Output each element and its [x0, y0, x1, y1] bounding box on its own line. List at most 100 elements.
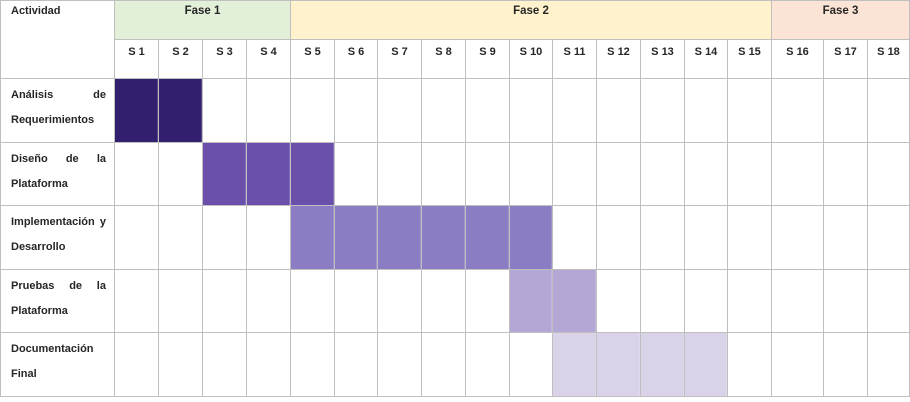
grid-cell [510, 143, 553, 206]
grid-cell [247, 270, 291, 333]
grid-cell [291, 270, 335, 333]
grid-cell [685, 206, 728, 270]
grid-cell [510, 270, 553, 333]
grid-cell [510, 79, 553, 143]
grid-cell [685, 79, 728, 143]
grid-cell [247, 333, 291, 397]
grid-cell [824, 333, 868, 397]
grid-cell [115, 206, 159, 270]
grid-cell [291, 206, 335, 270]
grid-cell [247, 206, 291, 270]
grid-cell [597, 333, 641, 397]
grid-cell [247, 143, 291, 206]
grid-cell [291, 79, 335, 143]
grid-cell [868, 143, 910, 206]
week-header: S 11 [553, 40, 597, 79]
grid-cell [824, 143, 868, 206]
week-header: S 18 [868, 40, 910, 79]
task-bar-segment [247, 143, 290, 205]
task-bar-segment [510, 206, 552, 269]
grid-cell [868, 79, 910, 143]
grid-cell [203, 206, 247, 270]
grid-cell [553, 143, 597, 206]
task-label: Diseño de la Plataforma [0, 143, 115, 206]
grid-cell [159, 143, 203, 206]
grid-cell [378, 79, 422, 143]
task-label: Documentación Final [0, 333, 115, 397]
task-bar-segment [291, 143, 334, 205]
grid-cell [510, 206, 553, 270]
grid-cell [553, 206, 597, 270]
grid-cell [824, 79, 868, 143]
task-bar-segment [553, 333, 596, 396]
grid-cell [868, 333, 910, 397]
week-header: S 13 [641, 40, 685, 79]
grid-cell [115, 79, 159, 143]
phase-header: Fase 3 [772, 0, 910, 40]
week-header: S 6 [335, 40, 378, 79]
grid-cell [115, 270, 159, 333]
grid-cell [641, 333, 685, 397]
week-header: S 4 [247, 40, 291, 79]
grid-cell [466, 79, 510, 143]
task-bar-segment [115, 79, 158, 142]
grid-cell [247, 79, 291, 143]
grid-cell [378, 206, 422, 270]
grid-cell [728, 143, 772, 206]
grid-cell [159, 270, 203, 333]
task-label: Análisis de Requerimientos [0, 79, 115, 143]
grid-cell [115, 333, 159, 397]
grid-cell [203, 143, 247, 206]
grid-cell [553, 333, 597, 397]
grid-cell [159, 79, 203, 143]
task-label: Pruebas de la Plataforma [0, 270, 115, 333]
grid-cell [335, 143, 378, 206]
grid-cell [868, 270, 910, 333]
grid-cell [422, 143, 466, 206]
task-bar-segment [510, 270, 552, 332]
grid-cell [641, 270, 685, 333]
grid-cell [159, 333, 203, 397]
task-bar-segment [641, 333, 684, 396]
phase-header: Fase 2 [291, 0, 772, 40]
week-header: S 10 [510, 40, 553, 79]
task-bar-segment [203, 143, 246, 205]
grid-cell [510, 333, 553, 397]
grid-cell [641, 79, 685, 143]
task-bar-segment [378, 206, 421, 269]
grid-cell [553, 79, 597, 143]
grid-cell [728, 206, 772, 270]
grid-cell [772, 206, 824, 270]
grid-cell [772, 333, 824, 397]
phase-header: Fase 1 [115, 0, 291, 40]
week-header: S 16 [772, 40, 824, 79]
grid-cell [335, 270, 378, 333]
grid-cell [641, 206, 685, 270]
grid-cell [422, 333, 466, 397]
week-header: S 3 [203, 40, 247, 79]
grid-cell [335, 333, 378, 397]
grid-cell [335, 79, 378, 143]
grid-cell [203, 270, 247, 333]
grid-cell [466, 143, 510, 206]
grid-cell [685, 333, 728, 397]
grid-cell [422, 79, 466, 143]
grid-cell [553, 270, 597, 333]
grid-cell [728, 333, 772, 397]
grid-cell [291, 333, 335, 397]
grid-cell [466, 333, 510, 397]
grid-cell [378, 143, 422, 206]
grid-cell [728, 79, 772, 143]
grid-cell [685, 143, 728, 206]
grid-cell [772, 270, 824, 333]
grid-cell [685, 270, 728, 333]
grid-cell [824, 270, 868, 333]
week-header: S 9 [466, 40, 510, 79]
grid-cell [772, 143, 824, 206]
task-bar-segment [291, 206, 334, 269]
grid-cell [203, 79, 247, 143]
grid-cell [597, 143, 641, 206]
grid-cell [378, 270, 422, 333]
grid-cell [597, 79, 641, 143]
